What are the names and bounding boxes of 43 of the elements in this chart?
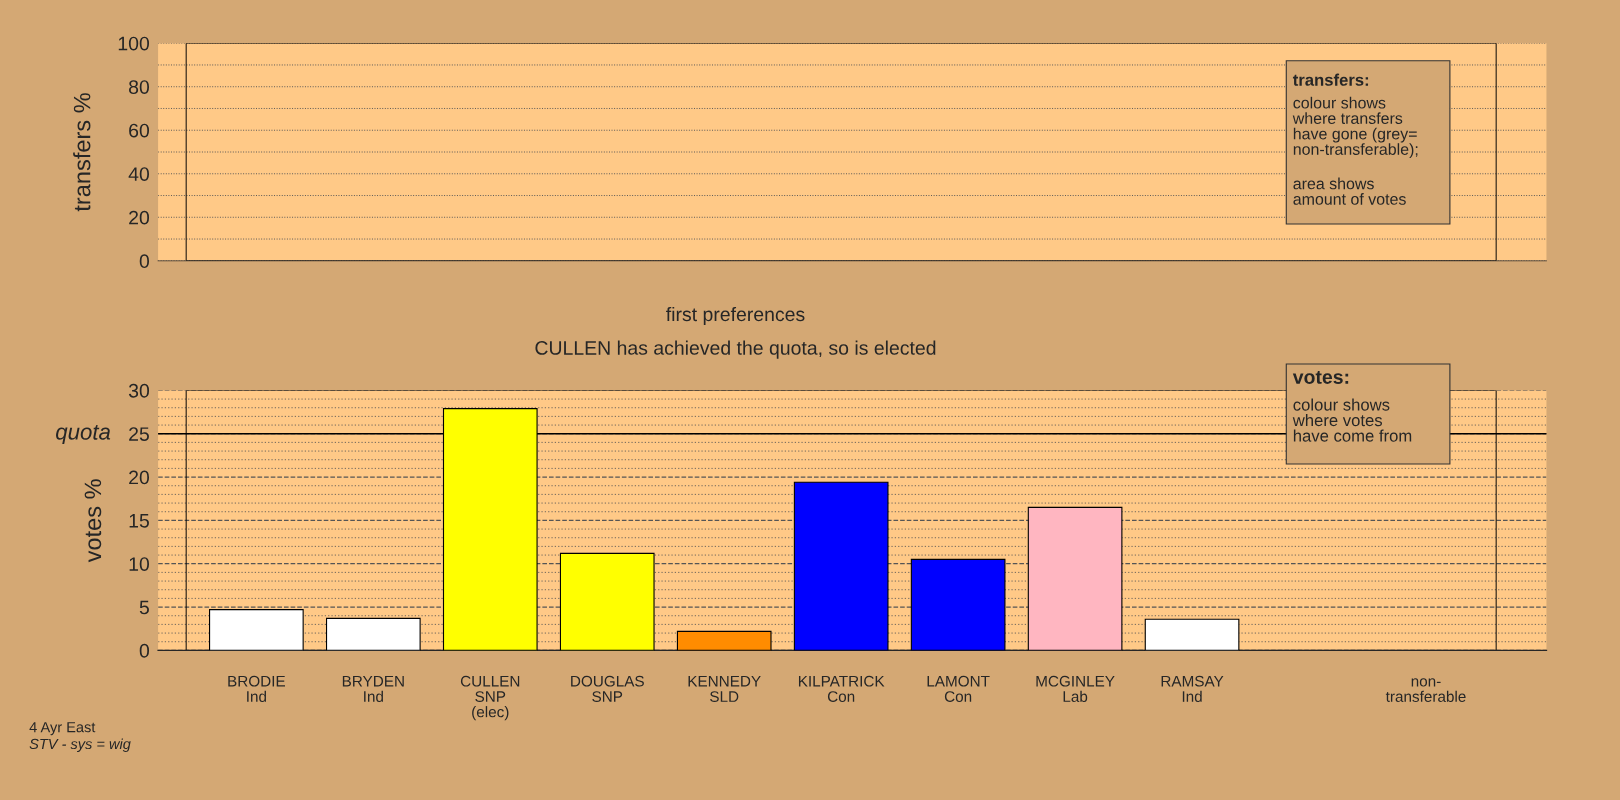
x-tick-label: KILPATRICK Con: [798, 675, 885, 702]
y-tick-label: 80: [129, 80, 150, 94]
annotation: colour shows where transfers have gone (grey= non-transferable);: [1292, 96, 1418, 159]
y-tick-label: 20: [129, 210, 150, 225]
y-tick-label: 25: [129, 427, 149, 441]
ref-line-label: quota: [56, 425, 111, 445]
x-tick-label: KENNEDY SLD: [688, 675, 761, 702]
y-tick-label: 30: [128, 383, 150, 398]
y-axis-title: transfers %: [73, 93, 91, 212]
bar: [559, 552, 655, 651]
annotation: area shows amount of votes: [1293, 177, 1406, 205]
x-tick-label: BRODIE Ind: [228, 675, 285, 702]
y-tick-label: 100: [118, 36, 150, 51]
x-tick-label: BRYDEN Ind: [342, 675, 404, 702]
bar: [325, 617, 421, 651]
y-tick-label: 5: [139, 600, 149, 615]
y-axis-title: votes %: [84, 479, 102, 563]
y-tick-label: 60: [129, 123, 150, 138]
bar: [910, 558, 1006, 651]
x-tick-label: non- transferable: [1385, 678, 1466, 702]
y-tick-label: 0: [139, 643, 150, 658]
x-tick-label: RAMSAY Ind: [1161, 675, 1224, 702]
chart-subtitle: CULLEN has achieved the quota, so is elected: [535, 340, 936, 359]
y-tick-label: 15: [129, 514, 149, 528]
annotation: transfers:: [1292, 73, 1369, 86]
bar: [1027, 506, 1123, 651]
y-tick-label: 40: [128, 167, 150, 181]
x-tick-label: LAMONT Con: [927, 675, 990, 702]
chart-title: first preferences: [666, 306, 805, 326]
x-tick-label: MCGINLEY Lab: [1036, 675, 1115, 702]
y-tick-label: 0: [139, 254, 150, 269]
text: STV - sys = wig: [29, 738, 131, 752]
y-tick-label: 10: [129, 557, 150, 571]
bar: [1144, 618, 1240, 651]
annotation: colour shows where votes have come from: [1292, 398, 1412, 442]
text: votes:: [1292, 371, 1349, 384]
bar: [676, 630, 772, 651]
x-tick-label: DOUGLAS SNP: [571, 675, 644, 702]
bar: [793, 481, 889, 651]
bar: [209, 609, 304, 651]
text: 4 Ayr East: [29, 722, 96, 736]
y-tick-label: 20: [129, 470, 150, 485]
x-tick-label: CULLEN SNP (elec): [460, 675, 520, 721]
